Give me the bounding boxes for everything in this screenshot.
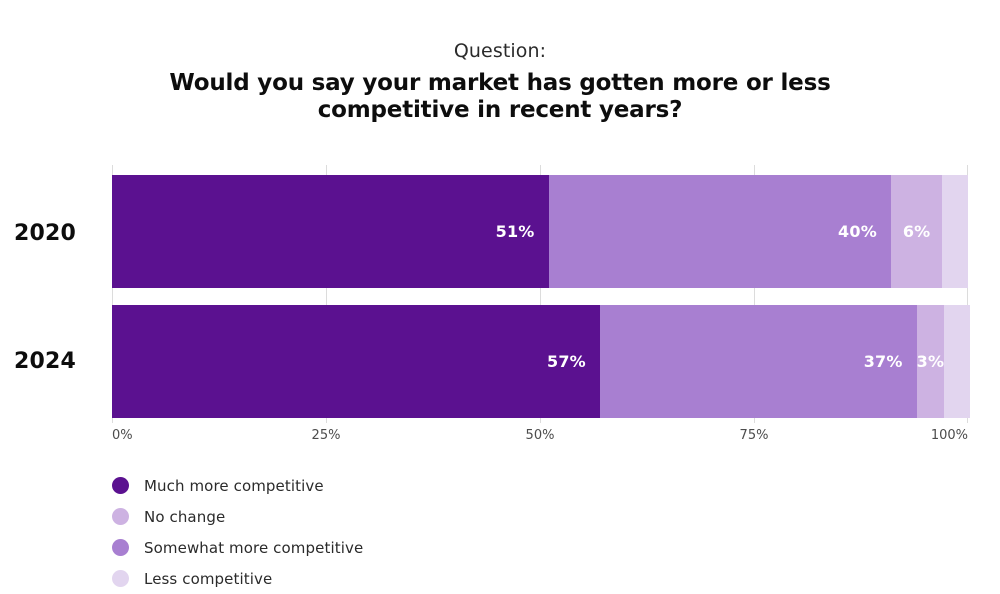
- chart-title-block: Question: Would you say your market has …: [0, 38, 1000, 124]
- bar-segment-2020-0[interactable]: 51%: [112, 175, 549, 288]
- bar-value-label: 57%: [547, 352, 586, 371]
- x-axis-tick-0: 0%: [112, 428, 133, 443]
- bar-segment-2020-3[interactable]: [942, 175, 968, 288]
- bar-value-label: 37%: [863, 352, 903, 371]
- chart-plot-wrapper: 51% 40% 6% 57% 37% 3% 2020 2024 0% 25% 50% 75% 1…: [14, 165, 970, 588]
- bar-segment-2020-1[interactable]: 40%: [548, 175, 891, 288]
- legend-item-label: Somewhat more competitive: [144, 538, 364, 557]
- legend-item-label: No change: [144, 507, 226, 526]
- x-axis-tick-50: 50%: [525, 428, 555, 443]
- bar-value-label: 51%: [495, 222, 535, 241]
- bar-value-label: 40%: [838, 222, 877, 241]
- x-axis-tick-25: 25%: [311, 428, 341, 443]
- bar-value-label: 6%: [902, 222, 931, 241]
- y-axis-label-2024: 2024: [14, 349, 77, 374]
- page-title: Would you say your market has gotten mor…: [169, 70, 831, 123]
- legend-swatch-icon: [112, 570, 129, 587]
- legend-item-label: Much more competitive: [144, 476, 324, 495]
- x-axis-tick-100: 100%: [930, 428, 968, 443]
- y-axis-label-2020: 2020: [14, 221, 77, 246]
- bar-segment-2020-2[interactable]: 6%: [890, 175, 943, 288]
- legend-item-1[interactable]: No change: [112, 501, 588, 532]
- chart-subtitle: Question:: [453, 40, 547, 62]
- x-axis-tick-75: 75%: [739, 428, 769, 443]
- legend-item-2[interactable]: Somewhat more competitive: [112, 532, 588, 563]
- bar-segment-2024-2[interactable]: 3%: [916, 305, 945, 418]
- bar-segment-2024-0[interactable]: 57%: [112, 305, 600, 418]
- table-row[interactable]: 51% 40% 6%: [112, 175, 968, 288]
- legend-swatch-icon: [112, 539, 129, 556]
- bar-segment-2024-1[interactable]: 37%: [599, 305, 917, 418]
- table-row[interactable]: 57% 37% 3%: [112, 305, 970, 418]
- x-axis: 0% 25% 50% 75% 100%: [112, 428, 968, 448]
- chart-legend: Much more competitive No change Somewhat m…: [112, 470, 972, 594]
- legend-item-0[interactable]: Much more competitive: [112, 470, 588, 501]
- bar-segment-2024-3[interactable]: [944, 305, 970, 418]
- legend-item-label: Less competitive: [144, 569, 273, 588]
- legend-item-3[interactable]: Less competitive: [112, 563, 588, 594]
- legend-swatch-icon: [112, 508, 129, 525]
- legend-swatch-icon: [112, 477, 129, 494]
- chart-plot-area: 51% 40% 6% 57% 37% 3%: [112, 165, 970, 423]
- bar-value-label: 3%: [916, 352, 945, 371]
